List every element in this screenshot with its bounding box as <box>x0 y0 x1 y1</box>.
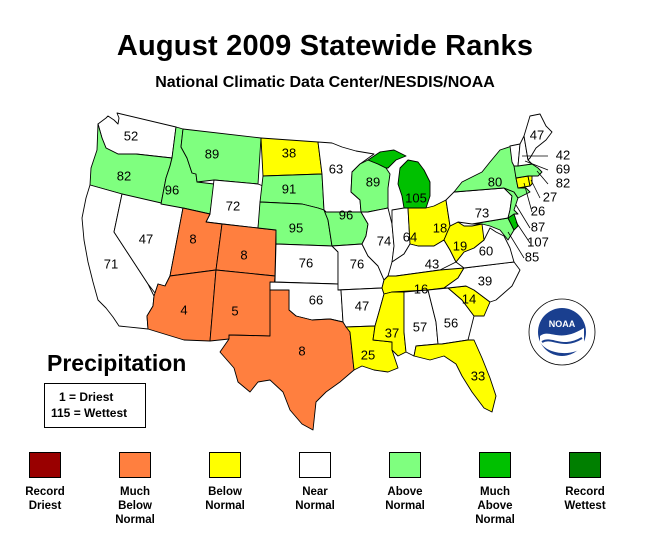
legend-swatch <box>119 452 151 478</box>
rank-label-vt: 42 <box>556 147 570 162</box>
legend-label: Much Below Normal <box>115 486 155 526</box>
legend-item: Above Normal <box>360 452 450 513</box>
rank-label-ky: 43 <box>425 256 439 271</box>
rank-label-nm: 5 <box>231 303 238 318</box>
state-mt <box>180 128 262 185</box>
rank-label-az: 4 <box>180 302 187 317</box>
rank-label-ri: 27 <box>543 189 557 204</box>
rank-label-sd: 91 <box>282 181 296 196</box>
legend-label: Much Above Normal <box>475 486 515 526</box>
rank-label-in: 64 <box>403 229 417 244</box>
legend-swatch <box>299 452 331 478</box>
rank-label-nd: 38 <box>282 145 296 160</box>
rank-label-ma: 82 <box>556 175 570 190</box>
rank-label-fl: 33 <box>471 368 485 383</box>
rank-label-sc: 14 <box>462 291 476 306</box>
state-me <box>523 113 553 161</box>
rank-label-ar: 47 <box>355 298 369 313</box>
rank-label-me: 47 <box>530 127 544 142</box>
rank-label-ok: 66 <box>309 292 323 307</box>
rank-key-box: 1 = Driest 115 = Wettest <box>44 383 146 428</box>
rank-label-nc: 39 <box>478 273 492 288</box>
legend-swatch <box>29 452 61 478</box>
rank-label-tx: 8 <box>298 343 305 358</box>
rank-label-mt: 89 <box>205 146 219 161</box>
legend-label: Record Wettest <box>564 486 606 512</box>
state-ma <box>513 163 543 179</box>
state-nm <box>209 269 276 342</box>
map-title: August 2009 Statewide Ranks <box>116 30 534 62</box>
rank-label-va: 60 <box>479 243 493 258</box>
map-subtitle: National Climatic Data Center/NESDIS/NOA… <box>155 74 495 91</box>
rank-label-ks: 76 <box>299 255 313 270</box>
legend-item: Near Normal <box>270 452 360 513</box>
legend-label: Below Normal <box>205 486 245 512</box>
noaa-logo-text: NOAA <box>549 319 576 329</box>
rank-label-mn: 63 <box>329 161 343 176</box>
legend-label: Record Driest <box>25 486 65 512</box>
state-ms <box>372 291 407 357</box>
state-rank-labels: 52 82 71 47 96 89 72 8 8 4 5 38 91 95 76 66 8 63 96 76 47 25 8… <box>104 127 570 383</box>
legend-item: Much Below Normal <box>90 452 180 527</box>
state-tx <box>219 289 355 431</box>
legend-item: Much Above Normal <box>450 452 540 527</box>
state-fl <box>413 339 497 413</box>
key-wettest: 115 = Wettest <box>51 406 128 420</box>
rank-label-la: 25 <box>361 347 375 362</box>
rank-label-mo: 76 <box>350 256 364 271</box>
rank-label-md: 85 <box>525 249 539 264</box>
legend-item: Record Driest <box>0 452 90 513</box>
key-driest: 1 = Driest <box>59 390 114 404</box>
legend-swatch <box>389 452 421 478</box>
rank-label-ut: 8 <box>189 231 196 246</box>
rank-label-ne: 95 <box>289 220 303 235</box>
callout-leader-lines <box>507 155 549 259</box>
legend-swatch <box>569 452 601 478</box>
rank-label-wv: 19 <box>453 238 467 253</box>
rank-label-wi: 89 <box>366 174 380 189</box>
rank-label-ms: 37 <box>385 325 399 340</box>
rank-label-ia: 96 <box>339 207 353 222</box>
rank-label-de: 107 <box>527 234 549 249</box>
rank-label-oh: 18 <box>433 220 447 235</box>
state-vt <box>509 143 521 167</box>
legend-item: Below Normal <box>180 452 270 513</box>
rank-label-ca: 71 <box>104 256 118 271</box>
rank-label-tn: 16 <box>414 281 428 296</box>
rank-label-wy: 72 <box>226 198 240 213</box>
rank-label-or: 82 <box>117 168 131 183</box>
rank-label-nh: 69 <box>556 161 570 176</box>
rank-label-ny: 80 <box>488 174 502 189</box>
rank-label-pa: 73 <box>475 205 489 220</box>
state-mi <box>367 149 431 209</box>
rank-label-ct: 26 <box>531 203 545 218</box>
legend-label: Above Normal <box>385 486 425 512</box>
rank-label-co: 8 <box>240 247 247 262</box>
legend-swatch <box>209 452 241 478</box>
state-nh <box>517 135 533 167</box>
rank-label-mi: 105 <box>405 190 427 205</box>
legend-label: Near Normal <box>295 486 335 512</box>
legend-item: Record Wettest <box>540 452 630 513</box>
rank-label-wa: 52 <box>124 128 138 143</box>
rank-label-al: 57 <box>413 319 427 334</box>
rank-label-id: 96 <box>165 182 179 197</box>
noaa-logo: NOAA <box>528 298 596 366</box>
rank-label-nj: 87 <box>531 219 545 234</box>
legend-swatch <box>479 452 511 478</box>
rank-label-ga: 56 <box>444 315 458 330</box>
rank-label-il: 74 <box>377 233 391 248</box>
rank-label-nv: 47 <box>139 231 153 246</box>
variable-label: Precipitation <box>47 350 187 376</box>
